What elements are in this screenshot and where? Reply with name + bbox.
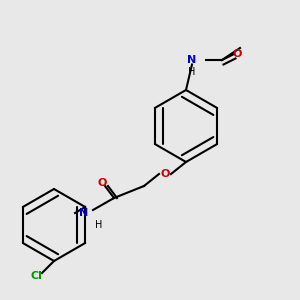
Text: O: O xyxy=(160,169,170,179)
Text: N: N xyxy=(80,208,88,218)
Text: O: O xyxy=(97,178,107,188)
Text: N: N xyxy=(188,55,196,65)
Text: O: O xyxy=(232,49,242,59)
Text: H: H xyxy=(188,67,196,77)
Text: H: H xyxy=(95,220,103,230)
Text: Cl: Cl xyxy=(30,271,42,281)
